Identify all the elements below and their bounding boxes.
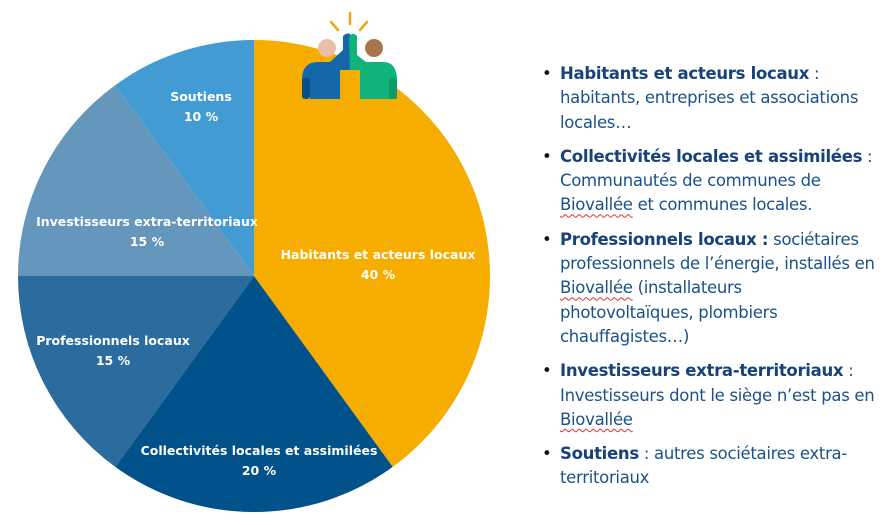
legend-desc-misspelled: Biovallée	[560, 278, 633, 298]
slice-value-investisseurs: 15 %	[130, 234, 165, 249]
high-five-people-icon	[302, 11, 397, 99]
slice-label-collectivites: Collectivités locales et assimilées	[141, 443, 378, 458]
legend-item-investisseurs: Investisseurs extra-territoriaux : Inves…	[540, 359, 880, 432]
slice-value-habitants: 40 %	[361, 267, 396, 282]
slice-label-investisseurs: Investisseurs extra-territoriaux	[36, 214, 258, 229]
legend-desc: Investisseurs dont le siège n’est pas en	[560, 385, 875, 405]
legend-desc: habitants, entreprises et associations l…	[560, 88, 859, 132]
legend-term: Habitants et acteurs locaux	[560, 64, 810, 83]
legend-desc-misspelled: Biovallée	[560, 195, 633, 215]
legend-sep: :	[843, 361, 854, 381]
legend-term: Collectivités locales et assimilées	[560, 146, 863, 166]
legend-item-professionnels: Professionnels locaux : sociétaires prof…	[540, 228, 880, 349]
legend-term: Professionnels locaux :	[560, 229, 769, 249]
legend-item-collectivites: Collectivités locales et assimilées : Co…	[540, 145, 880, 218]
legend-sep: :	[862, 146, 873, 166]
legend-sep: :	[638, 444, 650, 464]
legend-item-soutiens: Soutiens : autres sociétaires extra-terr…	[540, 442, 880, 491]
legend-desc: Communautés de communes de	[560, 171, 821, 191]
slice-label-professionnels: Professionnels locaux	[36, 333, 190, 348]
slice-value-professionnels: 15 %	[96, 353, 131, 368]
pie-slice-3	[18, 85, 254, 276]
pie-slice-1	[115, 276, 393, 512]
pie-slice-2	[18, 276, 254, 467]
legend-desc-misspelled: Biovallée	[560, 409, 633, 429]
legend-desc: autres sociétaires extra-territoriaux	[560, 444, 848, 488]
legend-term: Investisseurs extra-territoriaux	[560, 361, 844, 381]
legend-desc: sociétaires professionnels de l’énergie,…	[560, 229, 875, 274]
pie-slice-4	[115, 40, 254, 276]
legend-term: Soutiens	[560, 444, 639, 464]
slice-label-habitants: Habitants et acteurs locaux	[281, 247, 476, 262]
slice-label-soutiens: Soutiens	[170, 89, 232, 104]
legend-desc: (installateurs photovoltaïques, plombier…	[560, 278, 778, 346]
legend-list: Habitants et acteurs locaux : habitants,…	[540, 62, 880, 501]
legend-desc: et communes locales.	[632, 195, 813, 215]
slice-value-soutiens: 10 %	[184, 109, 219, 124]
legend-item-habitants: Habitants et acteurs locaux : habitants,…	[540, 62, 880, 135]
slice-value-collectivites: 20 %	[242, 463, 277, 478]
pie-chart: Habitants et acteurs locaux 40 % Collect…	[18, 11, 490, 512]
pie-slice-0	[254, 40, 490, 467]
legend-sep: :	[809, 64, 820, 83]
